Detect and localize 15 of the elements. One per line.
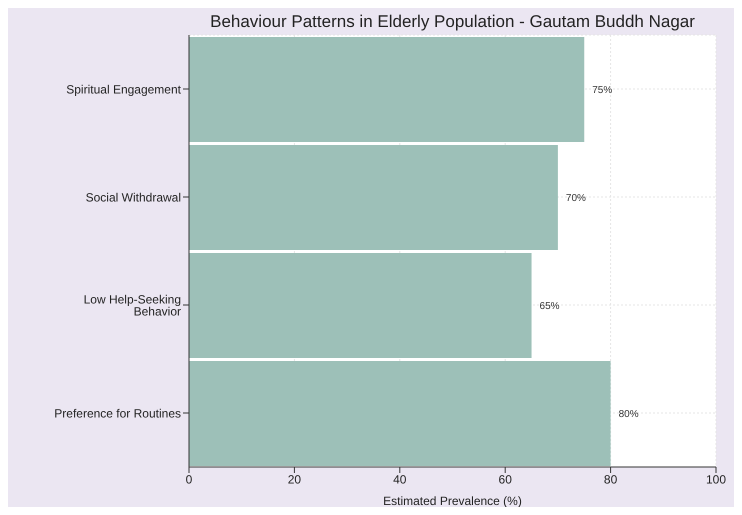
x-tick-label: 100: [706, 472, 726, 487]
x-tick-label: 40: [393, 472, 407, 487]
data-label: 65%: [540, 301, 560, 312]
y-tick-label: Preference for Routines: [54, 406, 181, 420]
y-tick-label: Social Withdrawal: [86, 190, 181, 204]
data-label: 75%: [592, 85, 612, 96]
data-label: 80%: [618, 409, 639, 420]
x-tick-label: 80: [604, 472, 618, 487]
data-label: 70%: [566, 193, 586, 204]
chart-title: Behaviour Patterns in Elderly Population - Gautam Buddh Nagar: [209, 12, 696, 32]
y-tick-label: Spiritual Engagement: [66, 82, 182, 96]
x-tick-label: 0: [186, 472, 193, 487]
y-tick-label: Low Help-Seeking Behavior: [84, 292, 181, 318]
x-tick-label: 60: [498, 472, 512, 487]
x-tick-label: 20: [288, 472, 302, 487]
